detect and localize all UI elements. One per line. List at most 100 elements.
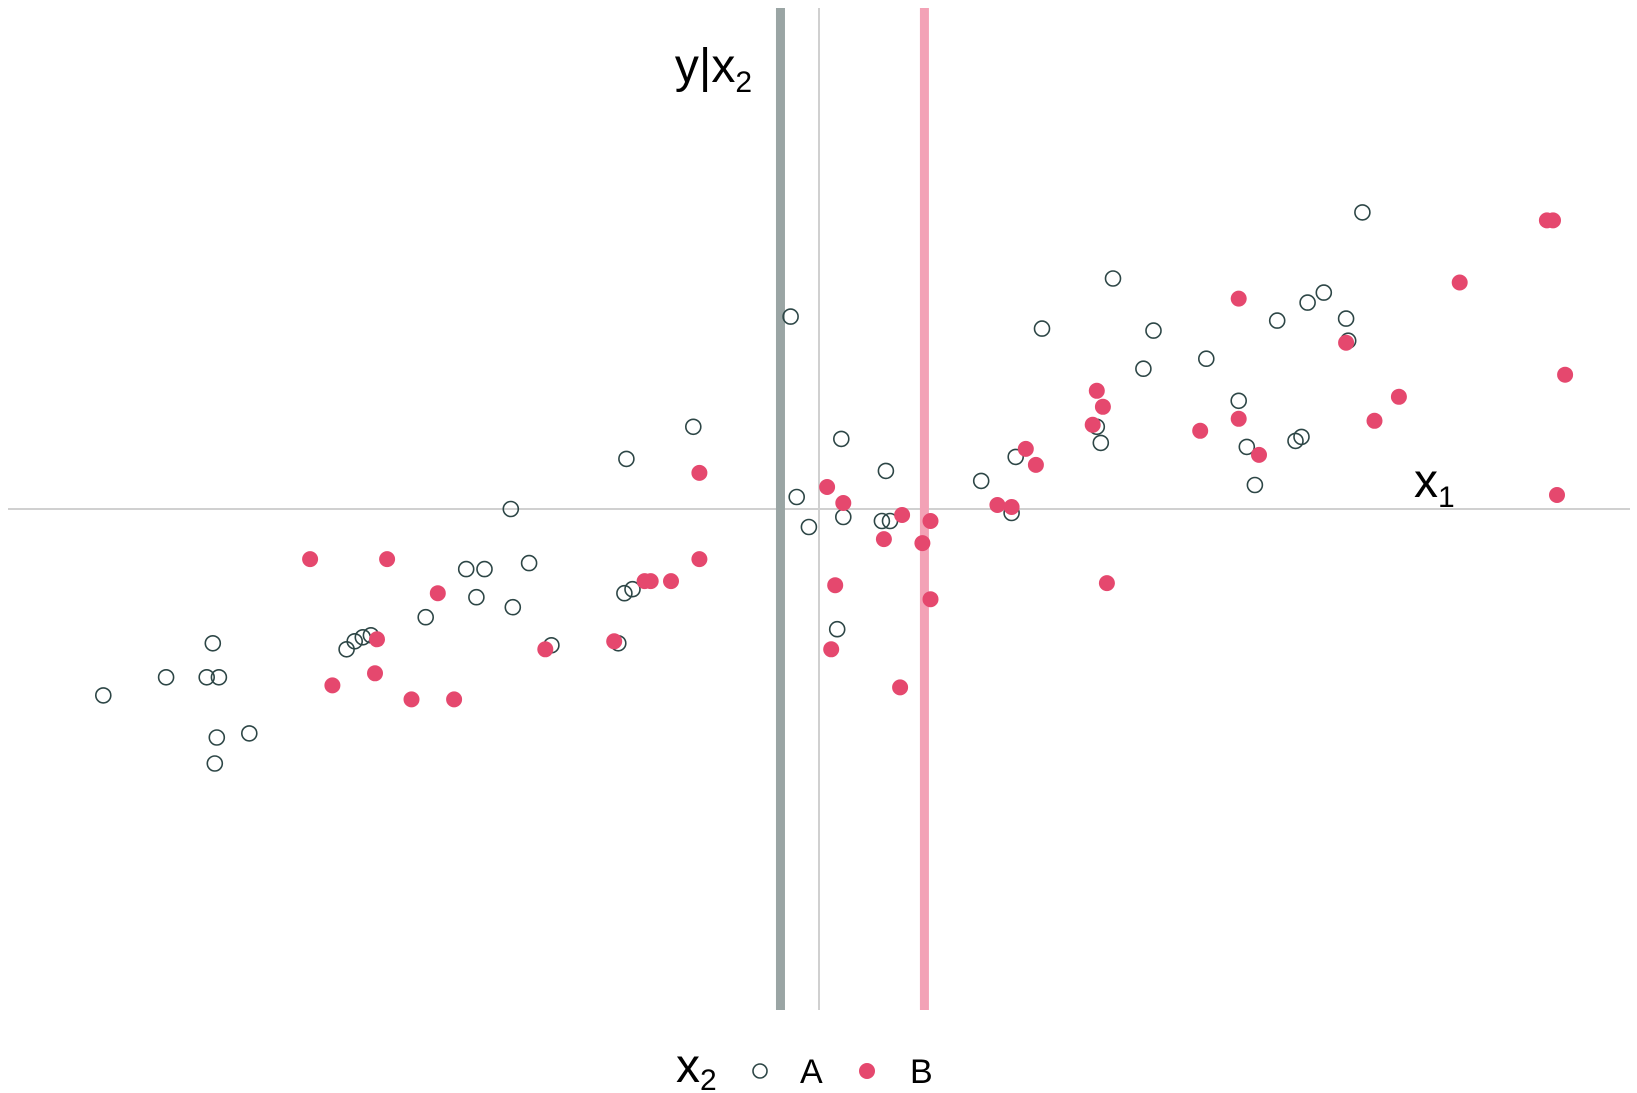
point-a-16 — [502, 500, 520, 518]
legend-label-b: B — [910, 1053, 933, 1091]
point-b-17 — [827, 577, 844, 594]
point-a-25 — [782, 308, 799, 325]
point-b-26 — [1003, 499, 1020, 515]
point-b-38 — [1366, 412, 1383, 429]
point-a-20 — [618, 450, 635, 468]
point-b-30 — [1088, 382, 1105, 399]
legend-label-a: A — [800, 1053, 823, 1091]
point-a-9 — [346, 632, 364, 650]
point-b-19 — [875, 531, 892, 548]
point-a-27 — [800, 518, 818, 536]
point-a-24 — [684, 418, 702, 436]
legend-title: x2 — [676, 1040, 717, 1093]
y-axis-title-sub: 2 — [735, 66, 752, 99]
legend-marker-a — [752, 1063, 768, 1079]
point-a-34 — [972, 472, 990, 490]
point-b-11 — [642, 573, 659, 590]
x-axis-title-sub: 1 — [1438, 481, 1455, 514]
data-points — [95, 204, 1574, 772]
point-a-18 — [520, 554, 538, 572]
point-b-39 — [1390, 388, 1407, 405]
point-a-6 — [206, 755, 224, 772]
point-a-5 — [208, 729, 226, 746]
point-b-44 — [1557, 366, 1574, 383]
point-b-8 — [537, 641, 554, 658]
legend-title-main: x — [676, 1040, 700, 1093]
point-a-44 — [1230, 392, 1247, 410]
point-b-20 — [894, 507, 911, 523]
legend-title-sub: 2 — [700, 1064, 717, 1093]
point-b-4 — [367, 665, 383, 682]
point-b-9 — [606, 633, 623, 650]
point-b-16 — [835, 495, 852, 511]
point-a-17 — [504, 598, 522, 616]
point-b-31 — [1094, 398, 1111, 415]
point-b-34 — [1230, 290, 1247, 307]
y-axis-title-main: y|x — [675, 40, 735, 93]
point-b-36 — [1251, 446, 1267, 463]
point-b-18 — [823, 641, 840, 658]
point-a-14 — [468, 588, 485, 606]
x-axis-title: x1 — [1414, 455, 1455, 514]
point-b-24 — [892, 679, 909, 696]
point-a-15 — [476, 560, 493, 578]
point-a-26 — [788, 488, 806, 506]
point-a-54 — [1354, 204, 1371, 221]
point-b-14 — [691, 551, 708, 568]
point-b-5 — [403, 691, 420, 708]
point-b-1 — [324, 677, 341, 694]
point-a-33 — [877, 462, 895, 480]
point-a-0 — [95, 687, 112, 704]
point-b-13 — [691, 464, 708, 481]
point-b-15 — [819, 479, 836, 495]
point-b-0 — [302, 551, 319, 568]
point-b-6 — [429, 585, 446, 602]
point-b-21 — [914, 535, 931, 552]
point-a-30 — [828, 620, 846, 638]
point-b-22 — [922, 513, 939, 529]
point-a-13 — [457, 560, 475, 578]
point-b-25 — [989, 497, 1006, 513]
point-a-12 — [417, 608, 435, 626]
point-a-4 — [204, 634, 222, 652]
point-a-50 — [1299, 294, 1316, 311]
point-a-29 — [834, 508, 852, 526]
point-a-47 — [1268, 312, 1286, 329]
point-b-2 — [369, 631, 385, 648]
point-a-45 — [1238, 438, 1256, 456]
reference-lines — [8, 8, 1630, 1010]
point-b-7 — [446, 691, 463, 708]
point-a-39 — [1092, 434, 1110, 452]
point-a-37 — [1033, 320, 1051, 337]
point-b-3 — [379, 551, 396, 568]
point-b-23 — [922, 591, 939, 608]
point-b-37 — [1338, 334, 1355, 351]
point-a-8 — [338, 640, 355, 658]
point-a-43 — [1198, 350, 1215, 368]
legend-marker-b — [859, 1063, 875, 1079]
y-axis-title: y|x2 — [675, 40, 752, 99]
point-b-33 — [1192, 422, 1209, 439]
point-b-28 — [1027, 456, 1044, 473]
x-axis-title-main: x — [1414, 455, 1438, 508]
point-a-7 — [241, 725, 258, 742]
point-b-42 — [1545, 212, 1561, 229]
point-a-46 — [1246, 476, 1264, 494]
point-a-21 — [616, 584, 633, 602]
point-b-27 — [1017, 440, 1034, 457]
legend: x2 A B — [676, 1040, 933, 1093]
point-a-49 — [1293, 428, 1310, 446]
point-a-40 — [1104, 270, 1122, 287]
point-a-2 — [198, 668, 215, 686]
point-b-32 — [1098, 575, 1115, 592]
point-b-35 — [1230, 410, 1247, 427]
point-a-52 — [1337, 310, 1355, 327]
point-b-29 — [1084, 416, 1101, 433]
point-a-22 — [624, 580, 641, 598]
point-a-51 — [1315, 284, 1333, 301]
point-b-40 — [1451, 274, 1468, 291]
point-a-3 — [210, 668, 228, 686]
point-a-35 — [1007, 448, 1025, 466]
point-a-28 — [832, 430, 850, 448]
